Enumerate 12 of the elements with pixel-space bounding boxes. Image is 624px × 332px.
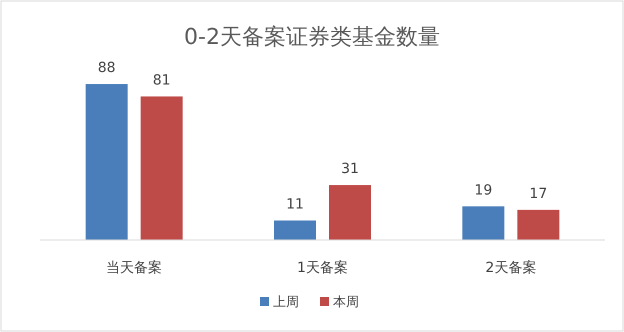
category-label: 当天备案 <box>106 260 162 276</box>
legend-label: 本周 <box>333 295 359 310</box>
category-label: 1天备案 <box>297 260 348 276</box>
data-label: 17 <box>529 186 548 202</box>
legend-label: 上周 <box>273 295 299 310</box>
data-label: 31 <box>341 161 359 178</box>
data-label: 88 <box>98 60 116 76</box>
category-label: 2天备案 <box>485 260 536 276</box>
data-label: 11 <box>286 196 304 212</box>
title: 0-2天备案证券类基金数量 <box>184 25 440 50</box>
data-label: 81 <box>152 72 171 88</box>
data-label: 19 <box>474 182 492 198</box>
